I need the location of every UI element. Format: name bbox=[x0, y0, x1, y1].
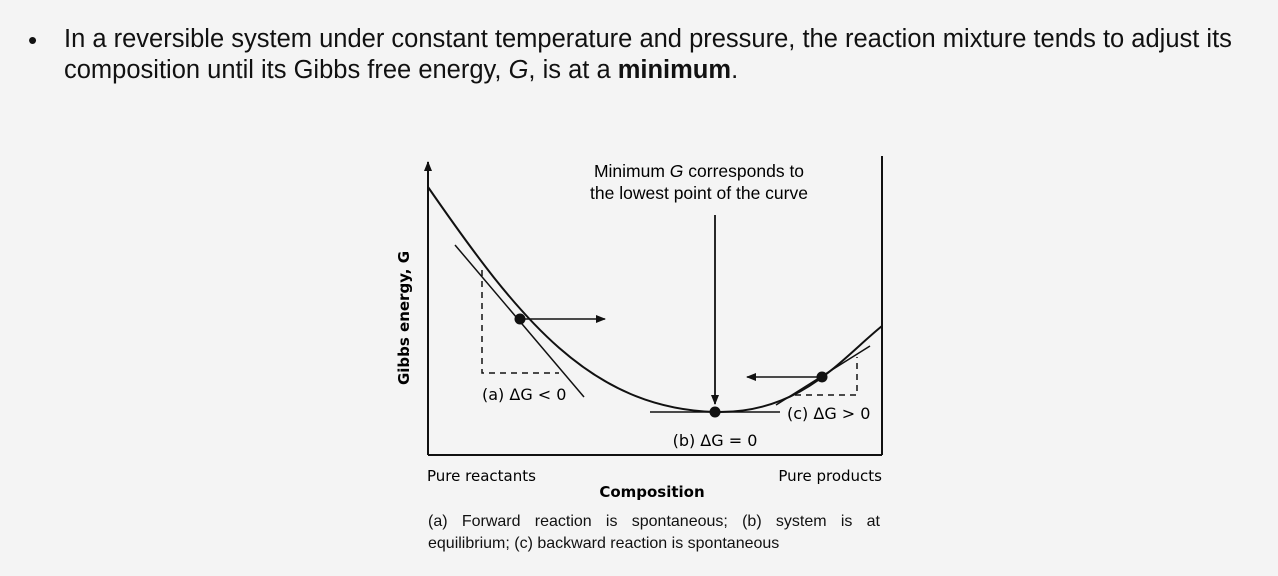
gibbs-energy-curve bbox=[427, 186, 883, 414]
annotation-line-1-pre: Minimum bbox=[594, 161, 670, 181]
bullet-text-part1: In a reversible system under constant te… bbox=[64, 25, 1232, 84]
bullet-point: • In a reversible system under constant … bbox=[28, 24, 1258, 86]
x-axis-right-label: Pure products bbox=[778, 467, 882, 485]
bullet-marker: • bbox=[28, 25, 38, 55]
bullet-text-end: . bbox=[731, 56, 739, 84]
annotation-line-2: the lowest point of the curve bbox=[590, 183, 808, 203]
bullet-text-variable: G bbox=[508, 56, 529, 84]
annotation-line-1-var: G bbox=[670, 161, 684, 181]
x-axis-left-label: Pure reactants bbox=[427, 467, 536, 485]
annotation-line-1: Minimum G corresponds to bbox=[594, 161, 804, 181]
point-b-marker bbox=[709, 406, 721, 418]
bullet-text-bold: minimum bbox=[617, 56, 732, 84]
diagram-caption: (a) Forward reaction is spontaneous; (b)… bbox=[428, 513, 880, 552]
point-a-label: (a) ΔG < 0 bbox=[482, 385, 566, 404]
bullet-text-part2: , is at a bbox=[528, 56, 618, 84]
y-axis-label: Gibbs energy, G bbox=[395, 251, 413, 385]
point-c-marker bbox=[816, 371, 828, 383]
bullet-text: In a reversible system under constant te… bbox=[64, 24, 1254, 86]
x-axis-label: Composition bbox=[599, 483, 704, 501]
slope-guide-a bbox=[481, 270, 559, 374]
annotation-line-1-post: corresponds to bbox=[683, 161, 804, 181]
point-a-marker bbox=[514, 313, 526, 325]
point-b-label: (b) ΔG = 0 bbox=[673, 431, 758, 450]
point-c-label: (c) ΔG > 0 bbox=[787, 404, 870, 423]
